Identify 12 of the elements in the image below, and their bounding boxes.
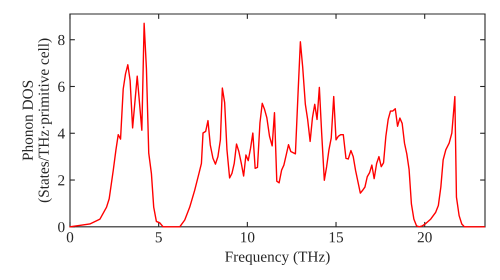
y-tick-label: 8 [58, 34, 65, 46]
x-tick-label: 15 [330, 232, 344, 242]
x-tick-label: 0 [66, 232, 74, 242]
y-tick-label: 2 [58, 175, 64, 186]
y-axis-title: Phonon DOS (States/THz·primitive cell) [22, 38, 52, 202]
x-tick-label: 10 [241, 232, 254, 242]
x-tick-label: 20 [418, 232, 432, 242]
y-tick-label: 6 [58, 82, 65, 92]
x-tick-label: 5 [156, 232, 162, 242]
y-tick-label: 4 [58, 128, 65, 139]
y-tick-label: 0 [58, 222, 65, 232]
x-axis-title: Frequency (THz) [225, 251, 330, 265]
